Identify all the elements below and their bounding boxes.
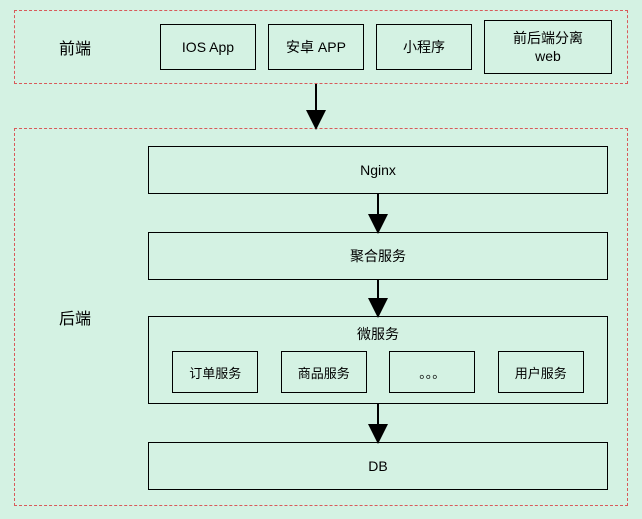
box-label: 安卓 APP: [286, 38, 346, 56]
box-label: Nginx: [360, 161, 396, 179]
nginx-box: Nginx: [148, 146, 608, 194]
frontend-client-box: 小程序: [376, 24, 472, 70]
microservice-label: 商品服务: [298, 363, 350, 382]
microservice-box: 用户服务: [498, 351, 584, 393]
box-label: 小程序: [403, 38, 445, 56]
frontend-client-box: IOS App: [160, 24, 256, 70]
microservice-label: 用户服务: [515, 363, 567, 382]
frontend-client-box: 安卓 APP: [268, 24, 364, 70]
microservices-box: 微服务订单服务 商品服务 。。。 用户服务: [148, 316, 608, 404]
db-box: DB: [148, 442, 608, 490]
box-label: 微服务: [357, 325, 399, 343]
backend-section-label: 后端: [15, 305, 135, 329]
frontend-section-label: 前端: [15, 35, 135, 59]
box-label: IOS App: [182, 38, 234, 56]
box-label: DB: [368, 457, 387, 475]
microservice-box: 。。。: [389, 351, 475, 393]
frontend-client-box: 前后端分离 web: [484, 20, 612, 74]
microservice-box: 订单服务: [172, 351, 258, 393]
aggregate-box: 聚合服务: [148, 232, 608, 280]
microservices-row: 订单服务 商品服务 。。。 用户服务: [149, 351, 607, 393]
microservice-label: 。。。: [419, 363, 445, 382]
microservice-label: 订单服务: [189, 363, 241, 382]
diagram-canvas: 前端 IOS App 安卓 APP 小程序 前后端分离 web 后端 Nginx 聚合服务微服…: [0, 0, 642, 519]
microservice-box: 商品服务: [281, 351, 367, 393]
box-label: 聚合服务: [350, 247, 406, 265]
box-label: 前后端分离 web: [513, 29, 583, 65]
